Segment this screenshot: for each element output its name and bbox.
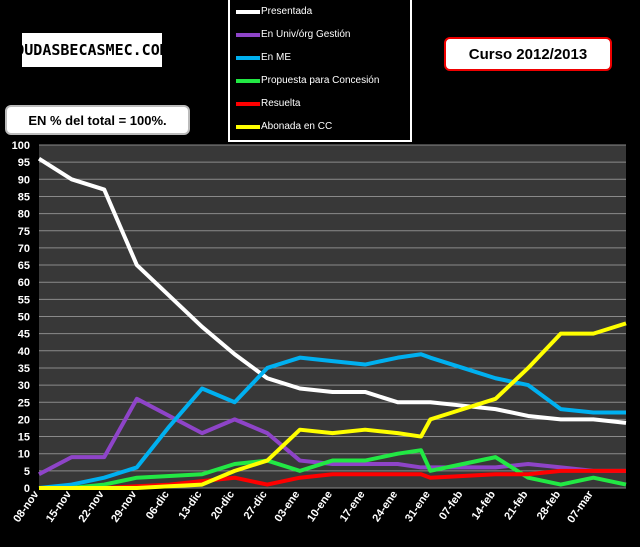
series-line-2 bbox=[38, 352, 626, 490]
legend-item: En Univ/órg Gestión bbox=[236, 29, 351, 40]
y-tick-label: 55 bbox=[18, 294, 30, 306]
legend-item: Presentada bbox=[236, 6, 312, 17]
legend-label: Resuelta bbox=[261, 98, 301, 109]
course-label: Curso 2012/2013 bbox=[444, 37, 612, 71]
y-tick-label: 40 bbox=[18, 346, 30, 358]
legend-label: Propuesta para Concesión bbox=[261, 75, 380, 86]
legend-swatch bbox=[236, 32, 260, 37]
x-tick-label: 28-feb bbox=[535, 489, 564, 523]
x-tick-label: 27-dic bbox=[242, 489, 270, 522]
legend-swatch bbox=[236, 78, 260, 83]
legend-label: En Univ/órg Gestión bbox=[261, 29, 351, 40]
x-tick-label: 07-mar bbox=[565, 488, 596, 525]
x-tick-label: 03-ene bbox=[273, 489, 303, 524]
y-tick-label: 80 bbox=[18, 209, 30, 221]
y-tick-label: 65 bbox=[18, 260, 30, 272]
y-tick-label: 35 bbox=[18, 363, 30, 375]
legend-swatch bbox=[236, 9, 260, 14]
x-tick-label: 10-ene bbox=[305, 489, 335, 524]
percent-note: EN % del total = 100%. bbox=[5, 105, 190, 135]
series-line-0 bbox=[37, 157, 627, 425]
legend-item: Resuelta bbox=[236, 98, 300, 109]
y-tick-label: 85 bbox=[18, 191, 30, 203]
y-tick-label: 25 bbox=[18, 397, 30, 409]
site-logo: DUDASBECASMEC.COM bbox=[15, 33, 169, 67]
y-tick-label: 100 bbox=[12, 140, 30, 152]
y-tick-label: 15 bbox=[18, 432, 30, 444]
y-tick-label: 70 bbox=[18, 243, 30, 255]
y-tick-label: 30 bbox=[18, 380, 30, 392]
x-tick-label: 07-feb bbox=[437, 489, 466, 523]
y-tick-label: 90 bbox=[18, 174, 30, 186]
y-tick-label: 10 bbox=[18, 449, 30, 461]
legend-swatch bbox=[236, 124, 260, 129]
y-tick-label: 45 bbox=[18, 329, 30, 341]
y-tick-label: 60 bbox=[18, 277, 30, 289]
x-tick-label: 13-dic bbox=[176, 489, 204, 522]
legend-label: Presentada bbox=[261, 6, 313, 17]
x-tick-label: 20-dic bbox=[209, 489, 237, 522]
legend-item: En ME bbox=[236, 52, 291, 63]
legend-label: Abonada en CC bbox=[261, 121, 333, 132]
x-tick-label: 24-ene bbox=[370, 489, 400, 524]
x-tick-label: 17-ene bbox=[338, 489, 368, 524]
series-line-1 bbox=[38, 396, 626, 477]
legend-item: Abonada en CC bbox=[236, 121, 332, 132]
y-tick-label: 50 bbox=[18, 312, 30, 324]
y-tick-label: 95 bbox=[18, 157, 30, 169]
legend-label: En ME bbox=[261, 52, 292, 63]
y-tick-label: 75 bbox=[18, 226, 30, 238]
legend-swatch bbox=[236, 101, 260, 106]
y-tick-label: 0 bbox=[24, 483, 30, 495]
x-tick-label: 31-ene bbox=[403, 489, 433, 524]
legend: Presentada En Univ/órg Gestión En ME Propue… bbox=[228, 0, 412, 142]
x-tick-label: 21-feb bbox=[502, 489, 531, 523]
x-tick-label: 29-nov bbox=[109, 488, 140, 525]
legend-item: Propuesta para Concesión bbox=[236, 75, 379, 86]
y-tick-label: 20 bbox=[18, 414, 30, 426]
y-tick-label: 5 bbox=[24, 466, 30, 478]
x-tick-label: 06-dic bbox=[144, 489, 172, 522]
x-tick-label: 22-nov bbox=[77, 488, 108, 525]
x-tick-label: 15-nov bbox=[44, 488, 75, 525]
legend-swatch bbox=[236, 55, 260, 60]
series-line-5 bbox=[39, 321, 627, 490]
x-tick-label: 14-feb bbox=[470, 489, 499, 523]
